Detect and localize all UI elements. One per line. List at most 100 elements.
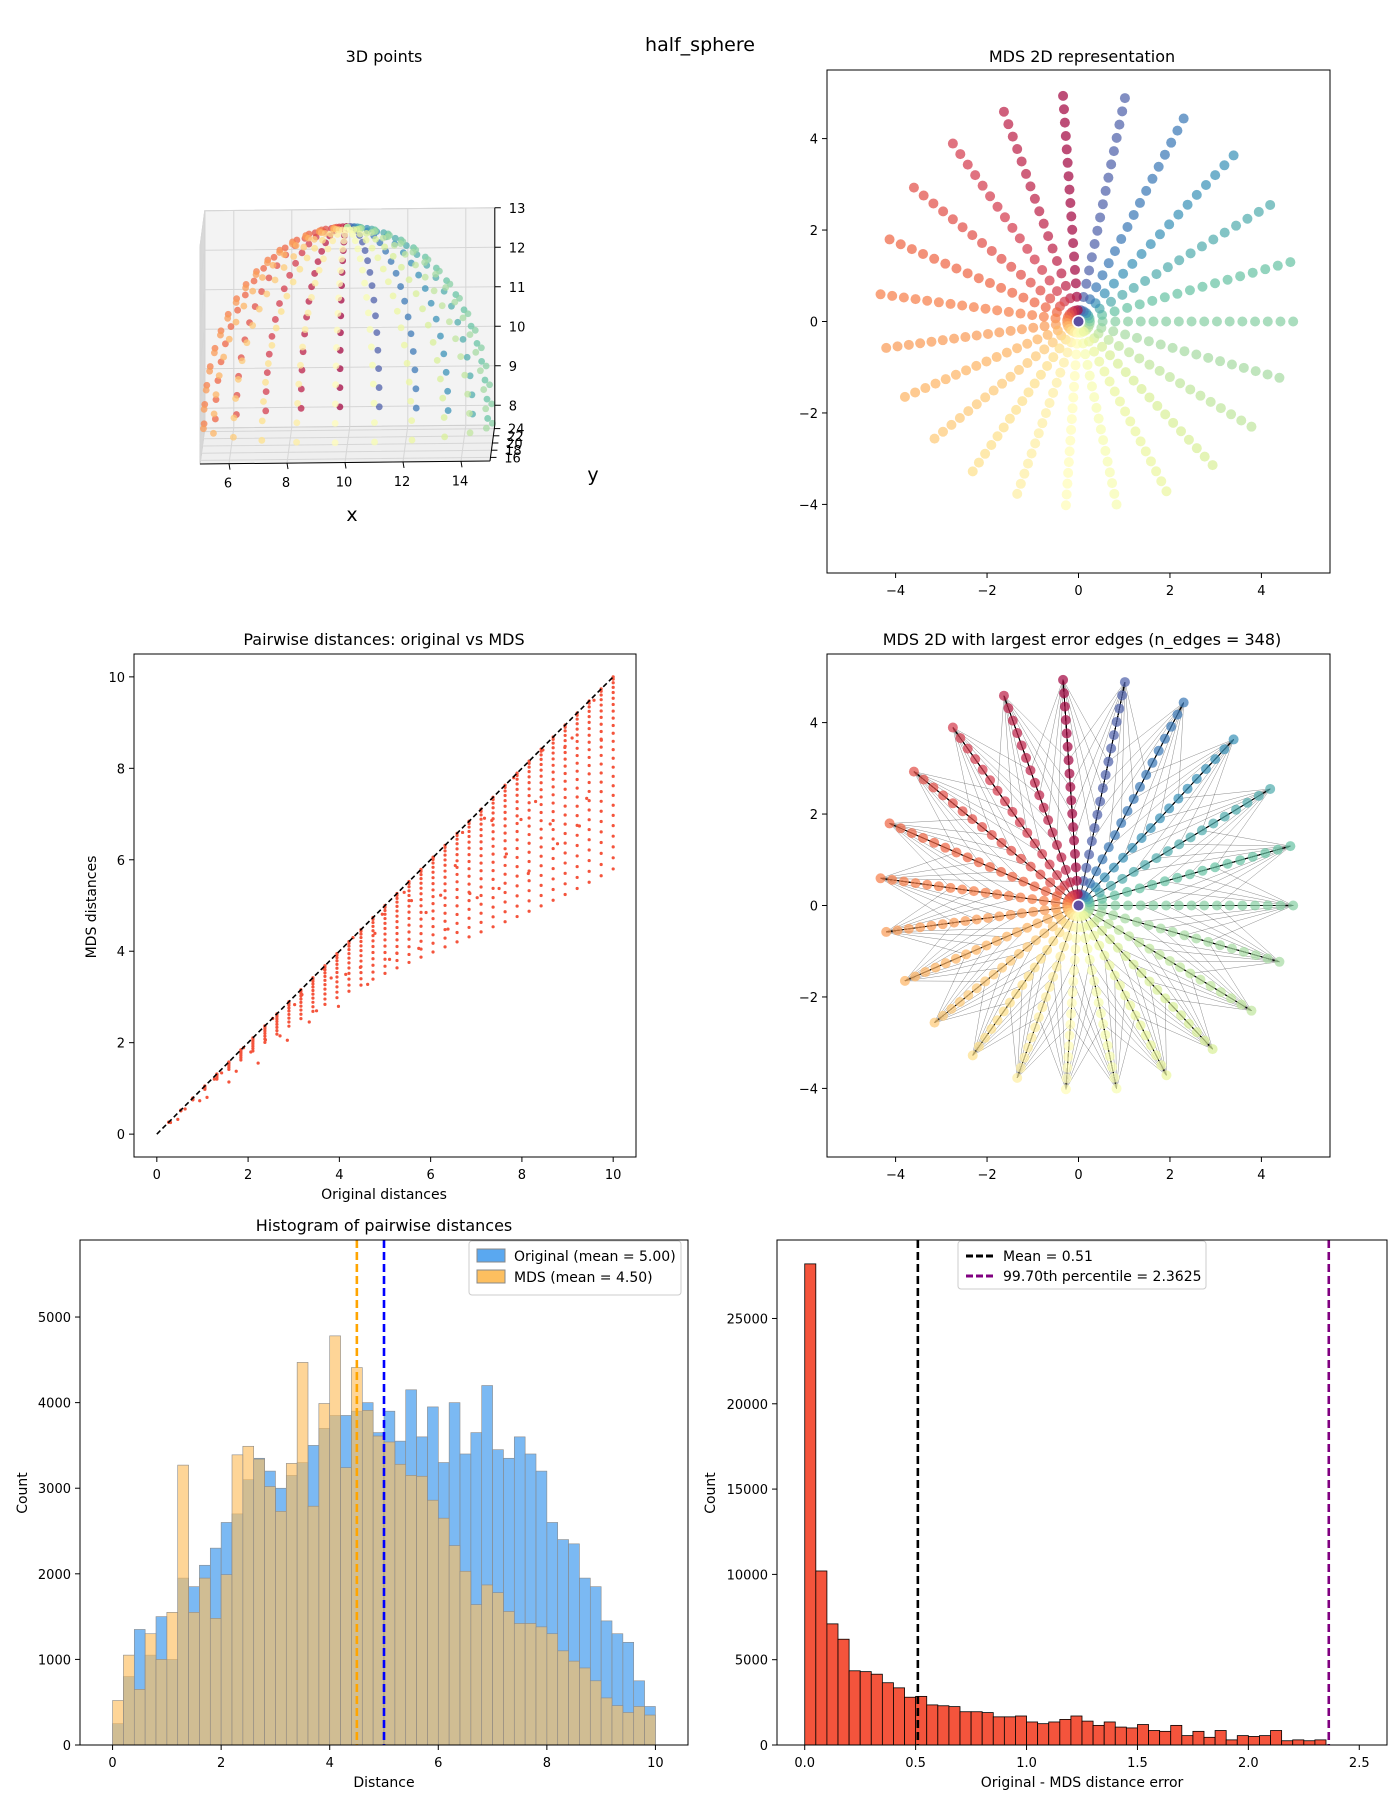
- data-point: [421, 273, 429, 281]
- data-point: [954, 413, 965, 424]
- data-point: [1003, 890, 1014, 901]
- x-tick: [228, 463, 231, 470]
- data-point: [539, 819, 543, 823]
- data-point: [898, 876, 909, 887]
- data-point: [467, 867, 471, 871]
- data-point: [986, 1024, 997, 1035]
- legend-label-mean: Mean = 0.51: [1003, 1249, 1093, 1265]
- data-point: [1030, 351, 1041, 362]
- data-point: [1025, 861, 1036, 872]
- error-edge: [1159, 788, 1271, 819]
- bar-error: [1314, 1739, 1327, 1746]
- data-point: [359, 929, 363, 933]
- bar-error: [1125, 1727, 1138, 1746]
- data-layer: [156, 675, 615, 1135]
- data-point: [1120, 367, 1131, 378]
- data-point: [1153, 745, 1164, 756]
- data-point: [467, 853, 471, 857]
- error-edge: [934, 1002, 1010, 1023]
- data-point: [1224, 900, 1235, 911]
- data-point: [971, 914, 982, 925]
- data-point: [1089, 346, 1100, 357]
- data-point: [1260, 848, 1271, 859]
- data-point: [327, 230, 335, 238]
- data-point: [263, 1034, 267, 1038]
- data-point: [1228, 150, 1239, 161]
- data-point: [482, 405, 490, 413]
- bar-error: [926, 1704, 939, 1746]
- data-point: [323, 1002, 327, 1006]
- data-point: [407, 923, 411, 927]
- data-point: [996, 866, 1007, 877]
- data-point: [354, 245, 362, 253]
- data-point: [503, 810, 507, 814]
- center-point: [1073, 900, 1084, 911]
- data-point: [404, 313, 412, 321]
- data-point: [359, 944, 363, 948]
- data-point: [1016, 908, 1027, 919]
- error-edge: [904, 967, 1003, 982]
- bar-error: [837, 1638, 850, 1746]
- data-point: [991, 936, 1002, 947]
- data-point: [335, 996, 339, 1000]
- data-point: [1159, 292, 1170, 303]
- data-point: [587, 763, 591, 768]
- data-point: [1147, 173, 1158, 184]
- data-point: [563, 851, 567, 855]
- data-point: [1236, 999, 1247, 1010]
- data-point: [986, 245, 997, 256]
- data-point: [977, 764, 988, 775]
- data-point: [1060, 131, 1071, 142]
- data-point: [1093, 413, 1104, 424]
- data-point: [1033, 428, 1044, 439]
- data-point: [1108, 326, 1119, 337]
- data-point: [1071, 933, 1082, 944]
- data-point: [551, 751, 555, 755]
- data-point: [243, 339, 251, 347]
- data-point: [486, 381, 494, 389]
- data-point: [467, 322, 475, 330]
- data-point: [324, 245, 332, 253]
- bar-mds: [437, 1517, 450, 1746]
- data-point: [296, 265, 304, 273]
- data-point: [526, 871, 530, 876]
- data-point: [1242, 213, 1253, 224]
- data-point: [1109, 970, 1120, 981]
- data-point: [212, 396, 220, 404]
- data-point: [323, 971, 327, 975]
- data-point: [293, 419, 301, 427]
- data-point: [323, 992, 327, 996]
- data-point: [364, 309, 372, 317]
- bar-mds: [459, 1570, 472, 1746]
- data-point: [1265, 783, 1276, 794]
- data-point: [994, 911, 1005, 922]
- bar-error: [1203, 1736, 1216, 1746]
- data-point: [940, 842, 951, 853]
- bar-mds: [372, 1435, 385, 1746]
- bar-mds: [535, 1626, 548, 1746]
- y-tick-label: −4: [799, 498, 818, 513]
- data-point: [587, 858, 591, 863]
- data-point: [467, 859, 471, 864]
- data-point: [251, 1042, 255, 1046]
- data-point: [899, 975, 910, 986]
- grid-line: [199, 243, 491, 461]
- data-point: [277, 308, 285, 315]
- data-point: [1117, 690, 1128, 701]
- data-point: [491, 844, 495, 848]
- data-point: [379, 265, 387, 273]
- y-tick-label: 2: [810, 808, 818, 823]
- data-point: [503, 817, 507, 821]
- error-edge: [1068, 681, 1126, 761]
- data-point: [466, 429, 474, 437]
- data-point: [611, 716, 615, 720]
- error-edge: [1102, 702, 1184, 789]
- data-point: [1062, 157, 1073, 168]
- err-legend-box: [957, 1240, 1207, 1290]
- error-edge: [1169, 960, 1213, 1050]
- data-point: [575, 733, 579, 737]
- data-point: [957, 300, 968, 311]
- data-point: [1185, 832, 1196, 843]
- data-point: [575, 753, 579, 758]
